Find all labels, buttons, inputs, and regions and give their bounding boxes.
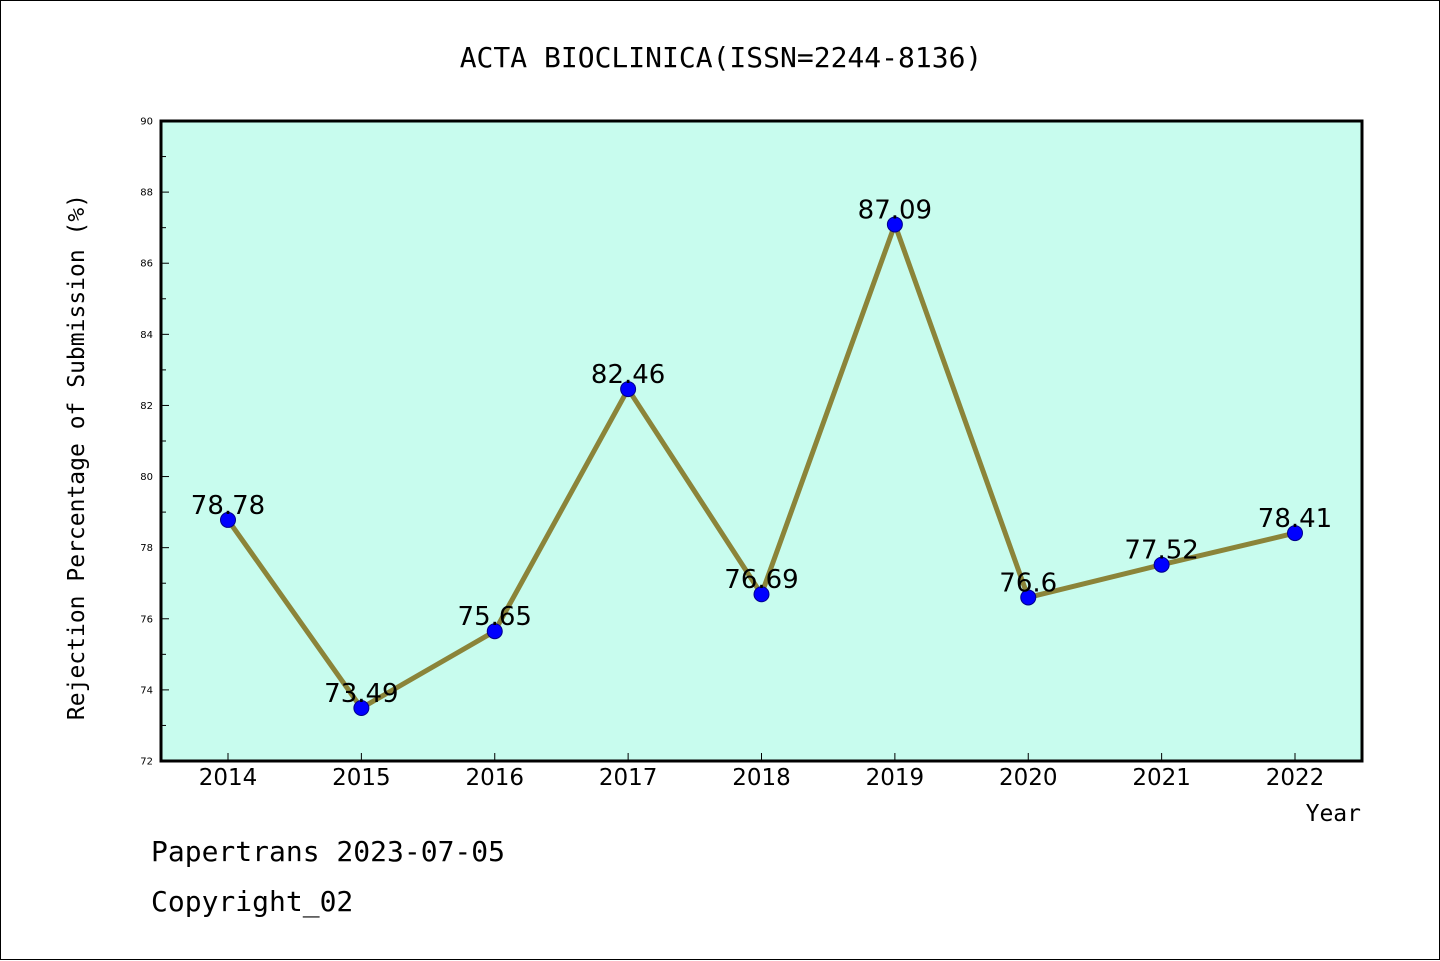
data-point: [353, 700, 370, 717]
data-label: 77.52: [1124, 536, 1198, 566]
x-tick-label: 2019: [866, 765, 925, 791]
data-point: [886, 216, 903, 233]
x-tick-label: 2016: [465, 765, 524, 791]
chart-title: ACTA BIOCLINICA(ISSN=2244-8136): [460, 41, 983, 74]
data-label: 75.65: [458, 602, 532, 632]
data-point: [1020, 589, 1037, 606]
y-tick-label: 88: [140, 188, 153, 199]
y-tick-label: 82: [140, 401, 153, 412]
y-tick-label: 84: [140, 330, 153, 341]
data-label: 76.69: [724, 565, 798, 595]
footer-date: Papertrans 2023-07-05: [151, 835, 506, 868]
data-point: [1153, 556, 1170, 573]
y-tick-label: 90: [140, 117, 153, 128]
x-tick-label: 2022: [1266, 765, 1325, 791]
y-tick-label: 72: [140, 757, 153, 768]
data-label: 76.6: [999, 568, 1057, 598]
y-tick-label: 78: [140, 543, 153, 554]
data-point: [753, 586, 770, 603]
y-tick-label: 86: [140, 259, 153, 270]
plot-area: [159, 119, 1364, 763]
data-label: 78.78: [191, 491, 265, 521]
series-markers: [220, 216, 1303, 717]
footer-copyright: Copyright_02: [151, 885, 354, 918]
data-label: 78.41: [1258, 504, 1332, 534]
x-tick-label: 2018: [732, 765, 791, 791]
y-axis: 72 74 76 78 80 82 84 86 88 90: [140, 117, 169, 768]
data-point: [486, 623, 503, 640]
y-tick-label: 76: [140, 614, 153, 625]
x-tick-label: 2014: [199, 765, 258, 791]
x-tick-label: 2015: [332, 765, 391, 791]
data-point: [620, 381, 637, 398]
data-label: 82.46: [591, 360, 665, 390]
y-axis-label: Rejection Percentage of Submission (%): [64, 194, 90, 720]
data-label: 73.49: [324, 679, 398, 709]
x-tick-label: 2021: [1132, 765, 1191, 791]
x-axis: 2014 2015 2016 2017 2018 2019 2020 2021 2022: [199, 753, 1325, 791]
data-labels: 78.78 73.49 75.65 82.46 76.69 87.09 76.6 77.52 7…: [191, 195, 1332, 709]
data-label: 87.09: [858, 195, 932, 225]
data-point: [220, 511, 236, 528]
y-tick-label: 80: [140, 472, 153, 483]
data-point: [1287, 525, 1303, 542]
x-tick-label: 2020: [999, 765, 1058, 791]
y-tick-label: 74: [140, 685, 153, 696]
x-tick-label: 2017: [599, 765, 658, 791]
x-axis-label: Year: [1306, 801, 1361, 827]
